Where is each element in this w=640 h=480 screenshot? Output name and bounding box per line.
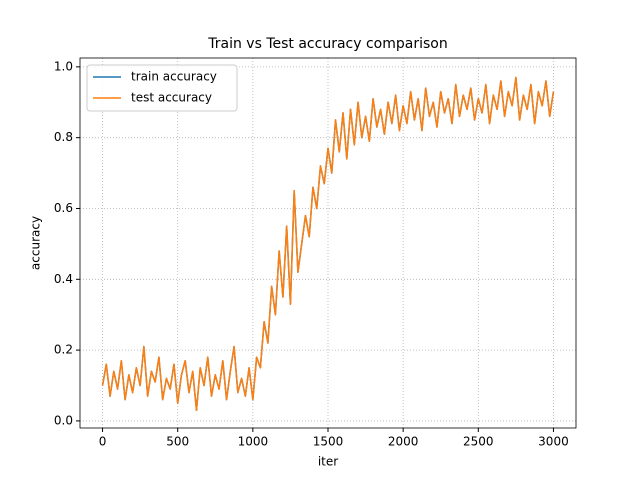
legend: train accuracy test accuracy (86, 64, 238, 112)
y-tick-label: 0.2 (54, 343, 73, 357)
series-line (101, 76, 555, 412)
x-tick-label: 0 (99, 435, 107, 449)
chart-title: Train vs Test accuracy comparison (207, 36, 447, 52)
x-tick-label: 3000 (538, 435, 569, 449)
x-tick-label: 500 (166, 435, 189, 449)
y-tick-label: 1.0 (54, 59, 73, 73)
x-tick-label: 1500 (313, 435, 344, 449)
y-axis-label: accuracy (29, 216, 43, 270)
y-tick-label: 0.4 (54, 272, 73, 286)
legend-label: train accuracy (131, 70, 217, 84)
plot-frame (79, 57, 577, 429)
x-tick-label: 1000 (238, 435, 269, 449)
y-tick-label: 0.6 (54, 201, 73, 215)
y-tick-label: 0.0 (54, 413, 73, 427)
y-tick-label: 0.8 (54, 130, 73, 144)
legend-label: test accuracy (131, 91, 212, 105)
x-tick-label: 2000 (388, 435, 419, 449)
x-axis-label: iter (318, 455, 338, 469)
x-tick-label: 2500 (463, 435, 494, 449)
legend-box (86, 64, 238, 112)
